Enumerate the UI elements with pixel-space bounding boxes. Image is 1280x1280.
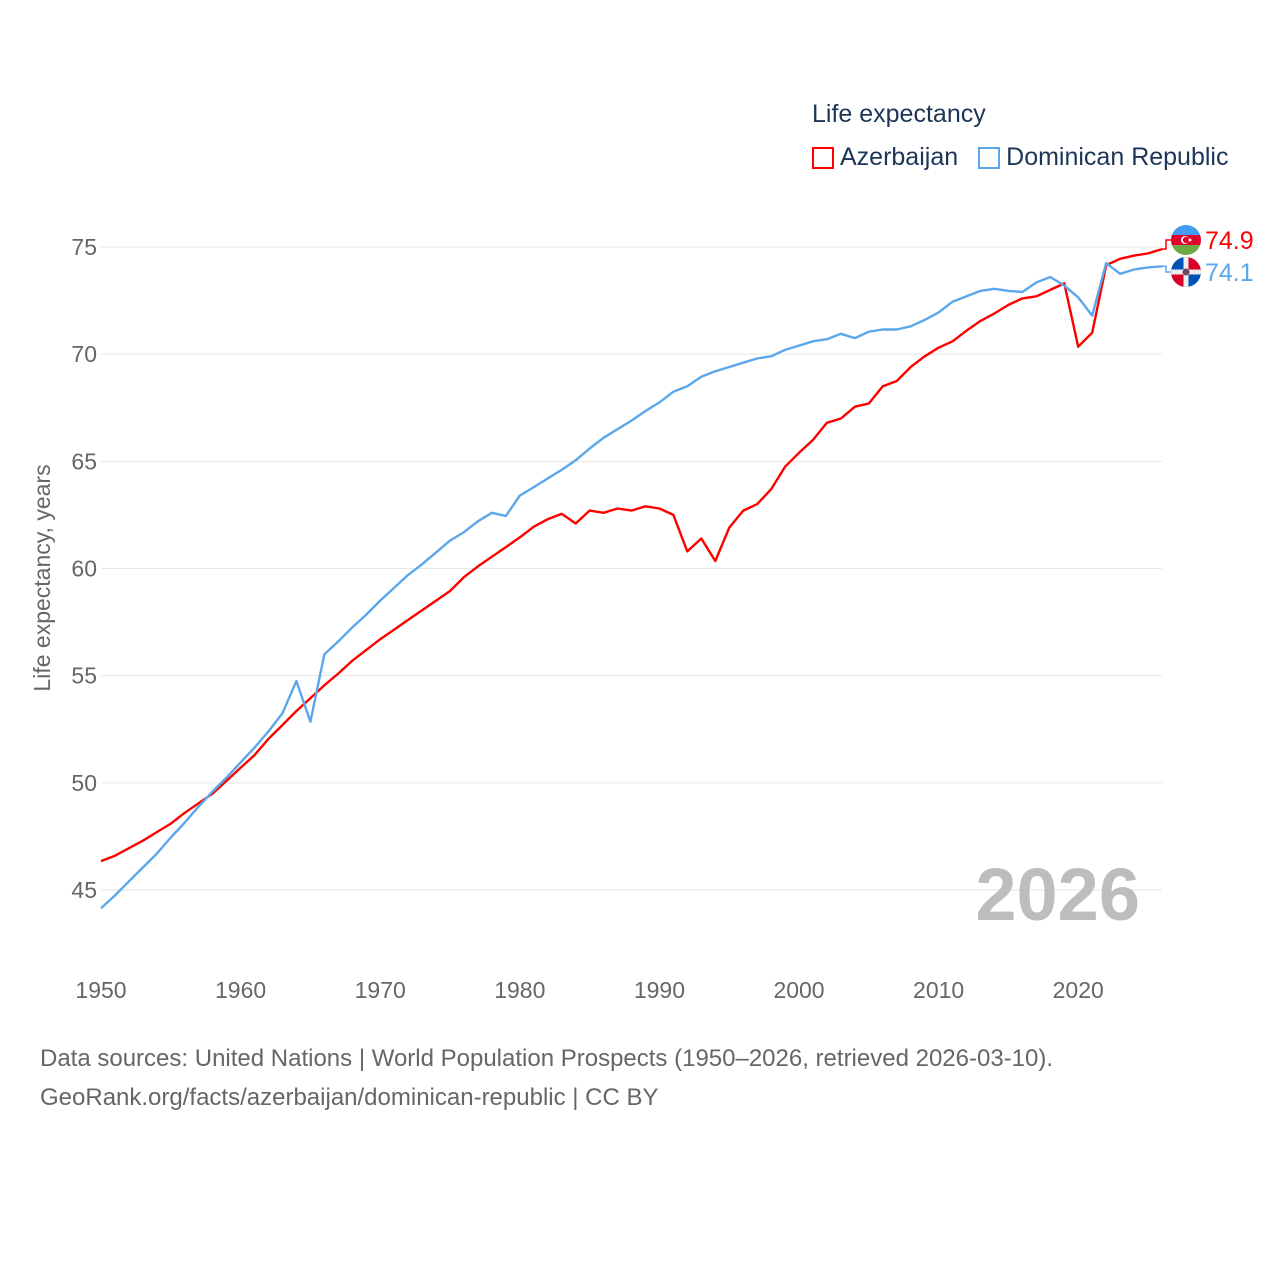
x-tick-label: 2000 — [773, 977, 824, 1003]
end-value-label: 74.9 — [1205, 227, 1254, 255]
legend: Azerbaijan Dominican Republic — [812, 143, 1228, 172]
x-tick-label: 1950 — [75, 977, 126, 1003]
legend-label: Azerbaijan — [840, 143, 959, 171]
y-tick-label: 50 — [71, 770, 97, 796]
y-axis-ticks: 45 50 55 60 65 70 75 — [71, 234, 97, 903]
x-tick-label: 1960 — [215, 977, 266, 1003]
series-lines — [100, 247, 1163, 910]
y-tick-label: 75 — [71, 234, 97, 260]
x-axis-ticks: 1950 1960 1970 1980 1990 2000 2010 2020 — [75, 977, 1103, 1003]
x-tick-label: 2020 — [1053, 977, 1104, 1003]
y-tick-label: 60 — [71, 556, 97, 582]
dominican-republic-flag-icon — [1171, 257, 1201, 287]
legend-item-azerbaijan[interactable]: Azerbaijan — [812, 143, 958, 172]
footer-sources: Data sources: United Nations | World Pop… — [40, 1045, 1054, 1072]
end-label-connector — [1162, 239, 1172, 250]
y-tick-label: 70 — [71, 341, 97, 367]
end-value-label: 74.1 — [1205, 259, 1254, 287]
series-line-dominican-republic — [100, 261, 1163, 910]
y-axis-label: Life expectancy, years — [29, 464, 55, 691]
legend-swatch-azerbaijan — [812, 146, 834, 169]
y-tick-label: 65 — [71, 448, 97, 474]
y-tick-label: 55 — [71, 663, 97, 689]
legend-title: Life expectancy — [812, 100, 986, 128]
azerbaijan-flag-icon — [1171, 225, 1201, 255]
legend-swatch-dominican-republic — [978, 146, 1001, 169]
x-tick-label: 1990 — [634, 977, 685, 1003]
year-watermark: 2026 — [975, 853, 1140, 936]
legend-item-dominican-republic[interactable]: Dominican Republic — [978, 143, 1228, 172]
y-tick-label: 45 — [71, 877, 97, 903]
end-labels: 74.9 74.1 — [1162, 225, 1254, 287]
series-line-azerbaijan — [100, 247, 1163, 863]
footer-attribution[interactable]: GeoRank.org/facts/azerbaijan/dominican-r… — [40, 1084, 659, 1111]
x-tick-label: 1980 — [494, 977, 545, 1003]
gridlines — [101, 246, 1162, 891]
x-tick-label: 1970 — [355, 977, 406, 1003]
end-label-connector — [1162, 265, 1172, 273]
x-tick-label: 2010 — [913, 977, 964, 1003]
legend-label: Dominican Republic — [1006, 143, 1229, 171]
